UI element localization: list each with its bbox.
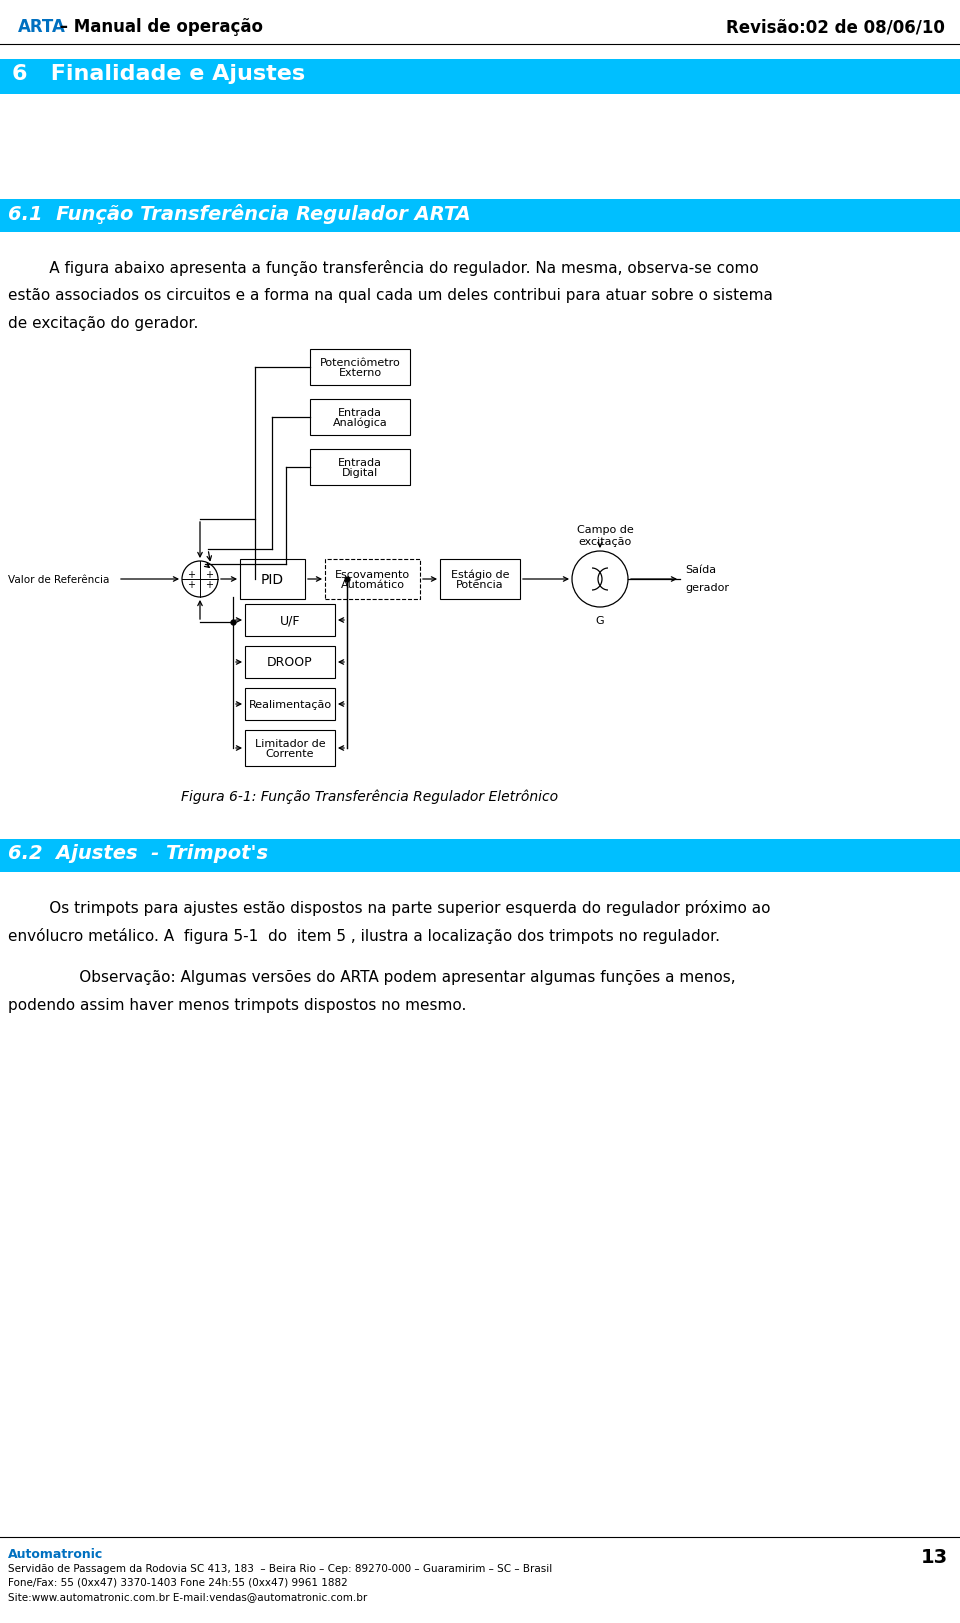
Text: Estágio de: Estágio de [451, 570, 509, 579]
Bar [0, 839, 960, 873]
Text: Analógica: Analógica [332, 417, 388, 428]
Bar [310, 399, 410, 435]
Text: +: + [187, 579, 195, 589]
Text: G: G [596, 615, 604, 625]
Text: Saída: Saída [685, 565, 716, 575]
Text: envólucro metálico. A  figura 5-1  do  item 5 , ilustra a localização dos trimpo: envólucro metálico. A figura 5-1 do item… [8, 927, 720, 943]
Text: gerador: gerador [685, 583, 729, 592]
Bar [245, 730, 335, 766]
Text: excitação: excitação [578, 537, 632, 547]
Text: 13: 13 [921, 1547, 948, 1566]
Text: Potência: Potência [456, 579, 504, 589]
Text: Servidão de Passagem da Rodovia SC 413, 183  – Beira Rio – Cep: 89270-000 – Guar: Servidão de Passagem da Rodovia SC 413, … [8, 1563, 552, 1573]
Text: PID: PID [261, 573, 284, 586]
Bar [440, 560, 520, 599]
Text: Entrada: Entrada [338, 407, 382, 417]
Text: Externo: Externo [339, 368, 381, 378]
Text: Escovamento: Escovamento [335, 570, 410, 579]
Text: DROOP: DROOP [267, 656, 313, 669]
Text: Automatronic: Automatronic [8, 1547, 104, 1560]
Bar [245, 646, 335, 678]
Bar [245, 688, 335, 721]
Bar [310, 450, 410, 485]
Text: podendo assim haver menos trimpots dispostos no mesmo.: podendo assim haver menos trimpots dispo… [8, 998, 467, 1013]
Text: 6.1  Função Transferência Regulador ARTA: 6.1 Função Transferência Regulador ARTA [8, 204, 470, 224]
Text: – Manual de operação: – Manual de operação [54, 18, 263, 36]
Text: A figura abaixo apresenta a função transferência do regulador. Na mesma, observa: A figura abaixo apresenta a função trans… [20, 260, 758, 276]
Text: Observação: Algumas versões do ARTA podem apresentar algumas funções a menos,: Observação: Algumas versões do ARTA pode… [50, 969, 735, 985]
Text: Site:www.automatronic.com.br E-mail:vendas@automatronic.com.br: Site:www.automatronic.com.br E-mail:vend… [8, 1591, 368, 1600]
Text: Limitador de: Limitador de [254, 738, 325, 748]
Text: estão associados os circuitos e a forma na qual cada um deles contribui para atu: estão associados os circuitos e a forma … [8, 287, 773, 304]
Text: U/F: U/F [279, 613, 300, 626]
Bar [325, 560, 420, 599]
Bar [245, 605, 335, 636]
Bar [310, 351, 410, 386]
Text: Revisão:02 de 08/06/10: Revisão:02 de 08/06/10 [726, 18, 945, 36]
Text: Os trimpots para ajustes estão dispostos na parte superior esquerda do regulador: Os trimpots para ajustes estão dispostos… [20, 899, 771, 915]
Text: Valor de Referência: Valor de Referência [8, 575, 109, 584]
Text: Potenciômetro: Potenciômetro [320, 357, 400, 368]
Bar [0, 200, 960, 232]
Text: ARTA: ARTA [18, 18, 66, 36]
Text: Entrada: Entrada [338, 458, 382, 467]
Text: Corrente: Corrente [266, 748, 314, 758]
Text: +: + [205, 570, 213, 579]
Text: Fone/Fax: 55 (0xx47) 3370-1403 Fone 24h:55 (0xx47) 9961 1882: Fone/Fax: 55 (0xx47) 3370-1403 Fone 24h:… [8, 1578, 348, 1587]
Text: Realimentação: Realimentação [249, 700, 331, 709]
Text: 6   Finalidade e Ajustes: 6 Finalidade e Ajustes [12, 63, 305, 84]
Text: de excitação do gerador.: de excitação do gerador. [8, 316, 199, 331]
Text: +: + [205, 579, 213, 589]
Text: Digital: Digital [342, 467, 378, 477]
Text: Automático: Automático [341, 579, 404, 589]
Bar [240, 560, 305, 599]
Text: Figura 6-1: Função Transferência Regulador Eletrônico: Figura 6-1: Função Transferência Regulad… [181, 789, 559, 803]
Bar [0, 60, 960, 94]
Text: Campo de: Campo de [577, 524, 634, 534]
Text: +: + [187, 570, 195, 579]
Text: 6.2  Ajustes  - Trimpot's: 6.2 Ajustes - Trimpot's [8, 844, 268, 862]
